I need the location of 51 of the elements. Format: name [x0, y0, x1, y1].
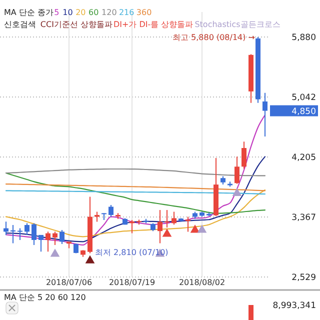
candlestick [74, 243, 78, 254]
candlestick [46, 231, 50, 252]
candlestick [32, 222, 36, 246]
text: 60 [88, 8, 99, 17]
point [197, 224, 207, 233]
text: 20 [76, 8, 86, 17]
line-series [5, 172, 266, 214]
text: CCI기준선 상향돌파 [40, 20, 112, 29]
y-tick-label: 4,850 [292, 106, 316, 117]
point [50, 248, 60, 257]
y-tick-label: 5,042 [292, 93, 316, 104]
line-series [5, 156, 266, 242]
legend-title: MA 단순 종가 [4, 8, 54, 17]
candlestick [52, 231, 58, 246]
text: 360 [136, 8, 152, 17]
candlestick [18, 228, 22, 240]
line-series [5, 114, 266, 246]
point [85, 255, 95, 264]
x-tick-label: 2018/07/06 [46, 278, 92, 287]
text: 8,993,341 [272, 301, 316, 311]
candlestick [94, 211, 100, 222]
y-tick-label: 3,367 [292, 212, 316, 223]
y-tick-label: 5,880 [292, 33, 316, 43]
annotation: 최고 5,880 (08/14) → [172, 33, 256, 42]
text: DI+가 DI-를 상향돌파 [113, 20, 194, 29]
candlestick [262, 92, 268, 138]
candlestick [60, 230, 64, 244]
candlestick [158, 209, 162, 244]
text: 120 [102, 8, 117, 17]
candlestick [10, 224, 16, 244]
candlestick [242, 141, 246, 170]
x-tick-label: 2018/08/02 [178, 278, 226, 287]
text: 216 [118, 8, 134, 17]
candlestick [186, 216, 190, 232]
text: 10 [62, 8, 73, 17]
y-tick-label: 4,205 [292, 152, 316, 163]
text: Stochastics골든크로스 [194, 20, 280, 29]
candlestick [4, 221, 8, 236]
candlestick [172, 211, 176, 226]
text: 5 [54, 8, 60, 17]
candlestick [234, 156, 240, 184]
point [232, 188, 242, 196]
x-tick-label: 2018/07/19 [108, 278, 156, 287]
candlestick [38, 234, 44, 252]
text: 신호검색 [4, 20, 36, 29]
candlestick [108, 204, 114, 218]
candlestick [24, 222, 30, 236]
text: MA 단순 5 20 60 120 [4, 293, 86, 302]
y-tick-label: 2,529 [292, 273, 316, 283]
annotation: 최저 2,810 (07/10) [95, 248, 168, 257]
point [162, 228, 172, 237]
